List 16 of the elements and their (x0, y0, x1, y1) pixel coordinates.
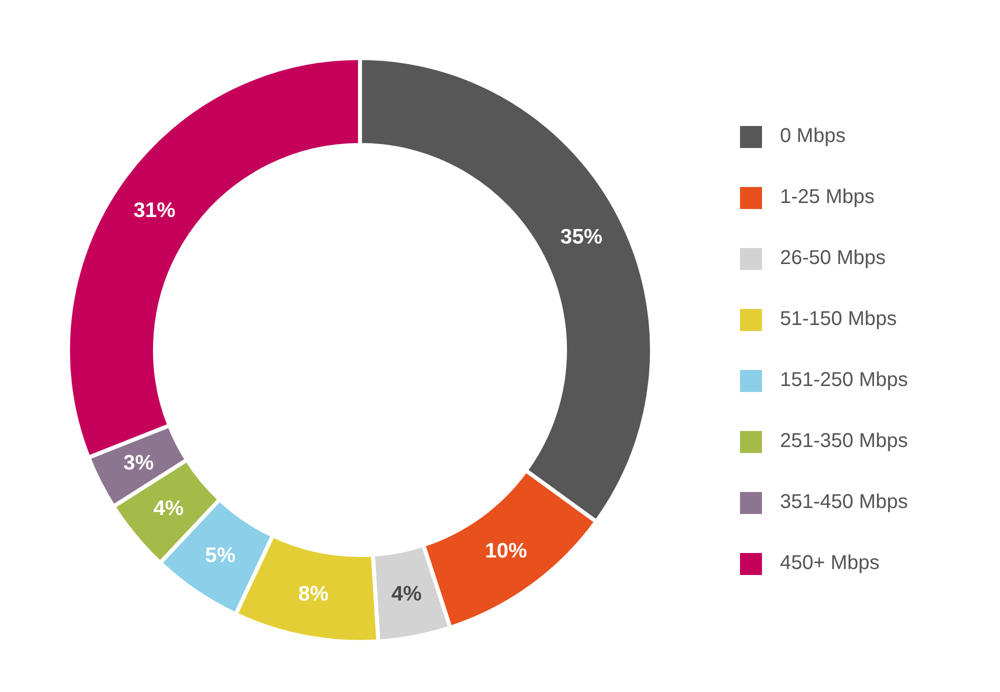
legend-label: 351-450 Mbps (780, 491, 908, 514)
legend-label: 1-25 Mbps (780, 186, 874, 209)
data-label: 31% (133, 198, 176, 222)
legend-label: 251-350 Mbps (780, 430, 908, 453)
data-label: 4% (153, 496, 184, 520)
legend-label: 51-150 Mbps (780, 308, 897, 331)
legend-label: 26-50 Mbps (780, 247, 886, 270)
data-label: 8% (298, 582, 329, 606)
data-label: 10% (485, 540, 528, 563)
data-label: 3% (123, 451, 154, 474)
data-label: 4% (391, 582, 422, 606)
data-label: 5% (205, 544, 236, 568)
legend-label: 450+ Mbps (780, 552, 880, 575)
data-label: 35% (560, 226, 603, 249)
legend-label: 0 Mbps (780, 125, 846, 148)
legend-label: 151-250 Mbps (780, 369, 908, 392)
